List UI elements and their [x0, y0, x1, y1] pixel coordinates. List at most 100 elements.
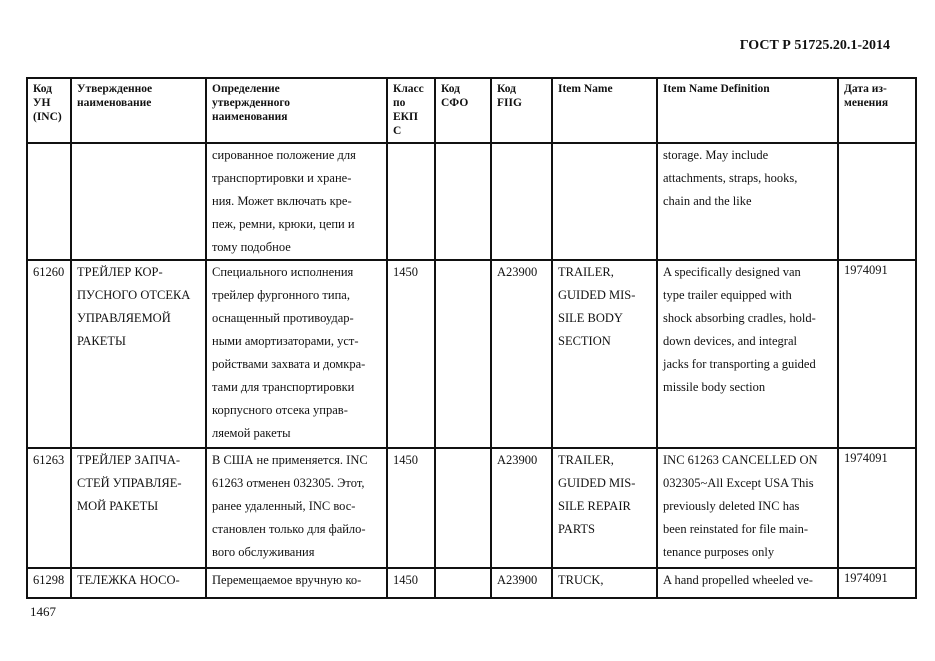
- cell-text: SILE BODY: [558, 311, 623, 325]
- cell-text: пеж, ремни, крюки, цепи и: [212, 217, 355, 231]
- cell-approved-name-definition: сированное положение для транспортировки …: [205, 142, 388, 261]
- cell-text: ными амортизаторами, уст-: [212, 334, 359, 348]
- cell-inc-code: 61263: [26, 447, 72, 569]
- cell-text: УПРАВЛЯЕМОЙ: [77, 311, 171, 325]
- header-item-name: Item Name: [551, 77, 658, 144]
- cell-text: storage. May include: [663, 148, 769, 162]
- cell-text: СТЕЙ УПРАВЛЯЕ-: [77, 476, 182, 490]
- header-ekps-class: Класс по ЕКП С: [386, 77, 436, 144]
- cell-text: 1450: [393, 573, 418, 587]
- cell-text: 032305~All Except USA This: [663, 476, 814, 490]
- cell-fiig-code: A23900: [490, 259, 553, 449]
- cell-text: ройствами захвата и домкра-: [212, 357, 366, 371]
- cell-approved-name-definition: В США не применяется. INC 61263 отменен 0…: [205, 447, 388, 569]
- cell-sfo-code: [434, 142, 492, 261]
- cell-text: TRAILER,: [558, 265, 614, 279]
- header-text: наименование: [77, 97, 152, 109]
- cell-approved-name: ТЕЛЕЖКА НОСО-: [70, 567, 207, 599]
- header-text: ЕКП: [393, 111, 418, 123]
- header-item-name-definition: Item Name Definition: [656, 77, 839, 144]
- cell-text: корпусного отсека управ-: [212, 403, 348, 417]
- header-text: Item Name Definition: [663, 83, 770, 95]
- cell-ekps-class: [386, 142, 436, 261]
- cell-text: attachments, straps, hooks,: [663, 171, 798, 185]
- cell-ekps-class: 1450: [386, 447, 436, 569]
- cell-text: 1450: [393, 265, 418, 279]
- cell-ekps-class: 1450: [386, 259, 436, 449]
- header-text: менения: [844, 97, 889, 109]
- cell-text: ТРЕЙЛЕР ЗАПЧА-: [77, 453, 181, 467]
- cell-item-name: TRAILER, GUIDED MIS- SILE BODY SECTION: [551, 259, 658, 449]
- cell-sfo-code: [434, 259, 492, 449]
- header-text: по: [393, 97, 406, 109]
- cell-approved-name-definition: Специального исполнения трейлер фургонног…: [205, 259, 388, 449]
- cell-change-date: 1974091: [837, 447, 917, 569]
- cell-fiig-code: A23900: [490, 447, 553, 569]
- cell-fiig-code: A23900: [490, 567, 553, 599]
- cell-text: ранее удаленный, INC вос-: [212, 499, 356, 513]
- cell-text: Специального исполнения: [212, 265, 354, 279]
- cell-inc-code: [26, 142, 72, 261]
- cell-item-name-definition: A specifically designed van type trailer …: [656, 259, 839, 449]
- cell-text: GUIDED MIS-: [558, 288, 636, 302]
- cell-text: становлен только для файло-: [212, 522, 366, 536]
- cell-change-date: 1974091: [837, 567, 917, 599]
- cell-text: РАКЕТЫ: [77, 334, 126, 348]
- cell-text: GUIDED MIS-: [558, 476, 636, 490]
- header-text: УН: [33, 97, 51, 109]
- cell-text: TRUCK,: [558, 573, 604, 587]
- document-title: ГОСТ Р 51725.20.1-2014: [739, 38, 890, 53]
- cell-approved-name: [70, 142, 207, 261]
- cell-fiig-code: [490, 142, 553, 261]
- table-row: 61263 ТРЕЙЛЕР ЗАПЧА- СТЕЙ УПРАВЛЯЕ- МОЙ РАК…: [26, 447, 917, 569]
- cell-item-name-definition: INC 61263 CANCELLED ON 032305~All Except …: [656, 447, 839, 569]
- inc-table: Код УН (INC) Утвержденное наименование Опреде…: [26, 77, 917, 599]
- cell-text: shock absorbing cradles, hold-: [663, 311, 816, 325]
- header-text: Класс: [393, 83, 424, 95]
- cell-text: 61263 отменен 032305. Этот,: [212, 476, 365, 490]
- cell-text: 1974091: [844, 451, 888, 465]
- cell-text: сированное положение для: [212, 148, 356, 162]
- header-text: Определение: [212, 83, 280, 95]
- cell-text: A specifically designed van: [663, 265, 801, 279]
- cell-sfo-code: [434, 447, 492, 569]
- header-text: С: [393, 125, 402, 137]
- cell-sfo-code: [434, 567, 492, 599]
- header-text: Код: [33, 83, 53, 95]
- cell-text: трейлер фургонного типа,: [212, 288, 350, 302]
- cell-text: 1974091: [844, 571, 888, 585]
- cell-inc-code: 61298: [26, 567, 72, 599]
- header-inc-code: Код УН (INC): [26, 77, 72, 144]
- header-approved-name-definition: Определение утвержденного наименования: [205, 77, 388, 144]
- header-text: утвержденного: [212, 97, 291, 109]
- cell-text: ляемой ракеты: [212, 426, 291, 440]
- cell-text: INC 61263 CANCELLED ON: [663, 453, 818, 467]
- cell-text: тами для транспортировки: [212, 380, 355, 394]
- cell-text: ПУСНОГО ОТСЕКА: [77, 288, 191, 302]
- cell-approved-name: ТРЕЙЛЕР ЗАПЧА- СТЕЙ УПРАВЛЯЕ- МОЙ РАКЕТЫ: [70, 447, 207, 569]
- table-row: сированное положение для транспортировки …: [26, 142, 917, 261]
- cell-text: SECTION: [558, 334, 611, 348]
- cell-item-name: [551, 142, 658, 261]
- cell-text: 61263: [33, 453, 65, 467]
- cell-text: 1974091: [844, 263, 888, 277]
- cell-approved-name: ТРЕЙЛЕР КОР- ПУСНОГО ОТСЕКА УПРАВЛЯЕМОЙ РАК…: [70, 259, 207, 449]
- cell-item-name-definition: A hand propelled wheeled ve-: [656, 567, 839, 599]
- header-text: Дата из-: [844, 83, 887, 95]
- cell-text: missile body section: [663, 380, 766, 394]
- cell-text: вого обслуживания: [212, 545, 315, 559]
- cell-text: tenance purposes only: [663, 545, 775, 559]
- header-text: Код: [441, 83, 461, 95]
- cell-text: В США не применяется. INC: [212, 453, 368, 467]
- header-text: наименования: [212, 111, 288, 123]
- cell-text: ТЕЛЕЖКА НОСО-: [77, 573, 180, 587]
- table-header-row: Код УН (INC) Утвержденное наименование Опреде…: [26, 77, 917, 144]
- header-text: Утвержденное: [77, 83, 153, 95]
- cell-change-date: [837, 142, 917, 261]
- header-approved-name: Утвержденное наименование: [70, 77, 207, 144]
- cell-text: A hand propelled wheeled ve-: [663, 573, 813, 587]
- cell-text: Перемещаемое вручную ко-: [212, 573, 362, 587]
- header-fiig-code: Код FIIG: [490, 77, 553, 144]
- cell-change-date: 1974091: [837, 259, 917, 449]
- cell-text: оснащенный противоудар-: [212, 311, 354, 325]
